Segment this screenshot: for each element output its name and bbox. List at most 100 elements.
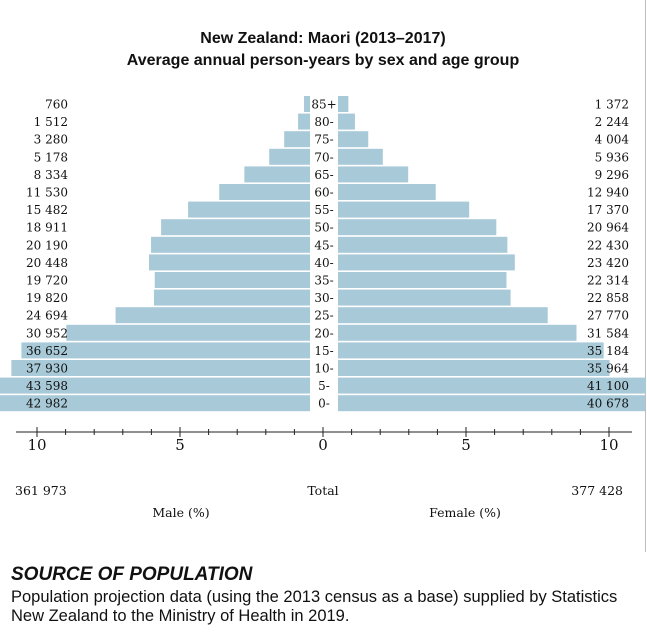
age-label-55-: 55- [314,203,333,217]
bar-female-85+ [338,96,349,112]
bar-female-65- [338,166,409,183]
population-pyramid-chart: New Zealand: Maori (2013–2017) Average a… [0,30,646,520]
female-count-10-: 35 964 [587,362,629,376]
bar-male-25- [115,307,310,324]
male-count-60-: 11 530 [26,186,68,200]
x-tick-label: 0 [318,436,328,454]
x-tick-label: 5 [461,436,471,454]
female-count-55-: 17 370 [587,203,629,217]
female-count-5-: 41 100 [587,379,629,393]
female-count-20-: 31 584 [587,326,629,340]
female-count-40-: 23 420 [587,256,629,270]
age-label-15-: 15- [314,344,333,358]
x-axis: 10 5 0 5 10 [16,427,632,454]
bar-female-0- [338,395,646,412]
male-count-85+: 760 [45,98,68,112]
age-label-10-: 10- [314,362,333,376]
x-tick-label: 5 [175,436,185,454]
bar-male-5- [0,377,311,394]
female-count-80-: 2 244 [595,115,630,129]
female-count-15-: 35 184 [587,344,629,358]
age-label-80-: 80- [314,115,333,129]
bar-male-15- [21,342,310,359]
bar-male-85+ [304,96,310,112]
bars-group [0,96,646,412]
x-tick-label: 10 [27,436,46,454]
bar-female-80- [338,113,355,130]
male-count-50-: 18 911 [26,221,68,235]
source-text: Population projection data (using the 20… [11,588,618,625]
age-label-60-: 60- [314,186,333,200]
age-label-5-: 5- [318,379,330,393]
female-count-50-: 20 964 [587,221,629,235]
bar-female-35- [338,272,507,288]
bar-male-20- [66,324,310,341]
female-count-0-: 40 678 [587,397,629,411]
female-count-70-: 5 936 [595,150,629,164]
age-label-50-: 50- [314,221,333,235]
age-label-30-: 30- [314,291,333,305]
male-axis-label: Male (%) [152,505,209,520]
age-label-65-: 65- [314,168,333,182]
male-count-10-: 37 930 [26,362,68,376]
male-count-80-: 1 512 [34,115,68,129]
bar-female-30- [338,289,511,306]
chart-frame: New Zealand: Maori (2013–2017) Average a… [0,0,646,552]
bar-female-50- [338,219,497,236]
female-count-35-: 22 314 [587,274,629,288]
age-label-45-: 45- [314,238,333,252]
chart-subtitle: Average annual person-years by sex and a… [127,52,520,69]
bar-male-60- [219,184,310,200]
male-count-30-: 19 820 [26,291,68,305]
age-label-85+: 85+ [311,98,336,112]
bar-male-40- [149,254,310,271]
bar-female-40- [338,254,515,271]
source-heading: SOURCE OF POPULATION [11,564,253,585]
bar-female-15- [338,342,604,359]
age-label-20-: 20- [314,326,333,340]
male-count-70-: 5 178 [34,150,68,164]
male-count-0-: 42 982 [26,397,68,411]
age-label-70-: 70- [314,150,333,164]
labels-group: 85+ 760 1 372 80- 1 512 2 244 75- 3 280 4 004 70-… [26,98,629,411]
age-label-35-: 35- [314,274,333,288]
bar-male-35- [154,272,310,288]
male-count-75-: 3 280 [34,133,68,147]
x-tick-label: 10 [599,436,618,454]
female-count-85+: 1 372 [595,98,629,112]
bar-female-25- [338,307,548,324]
age-label-75-: 75- [314,133,333,147]
female-count-30-: 22 858 [587,291,629,305]
age-label-25-: 25- [314,309,333,323]
bar-female-60- [338,184,436,200]
female-count-45-: 22 430 [587,238,629,252]
male-count-5-: 43 598 [26,379,68,393]
male-count-15-: 36 652 [26,344,68,358]
bar-female-10- [338,360,610,376]
bar-female-75- [338,131,369,148]
bar-female-45- [338,236,508,253]
bar-male-0- [0,395,310,412]
female-count-25-: 27 770 [587,309,629,323]
age-label-40-: 40- [314,256,333,270]
male-count-40-: 20 448 [26,256,68,270]
bar-male-30- [153,289,310,306]
male-count-35-: 19 720 [26,274,68,288]
source-section: SOURCE OF POPULATION Population projecti… [11,564,641,626]
male-count-65-: 8 334 [34,168,69,182]
bar-female-5- [338,377,646,394]
female-axis-label: Female (%) [429,505,501,520]
female-count-60-: 12 940 [587,186,629,200]
female-count-65-: 9 296 [595,168,629,182]
bar-male-80- [298,113,310,130]
chart-title: New Zealand: Maori (2013–2017) [200,30,445,47]
total-label: Total [307,483,338,498]
bar-male-70- [269,148,310,165]
male-count-20-: 30 952 [26,326,68,340]
bar-male-45- [151,236,310,253]
bar-female-70- [338,148,383,165]
bar-female-20- [338,324,577,341]
age-label-0-: 0- [318,397,330,411]
bar-male-65- [244,166,310,183]
male-count-45-: 20 190 [26,238,68,252]
